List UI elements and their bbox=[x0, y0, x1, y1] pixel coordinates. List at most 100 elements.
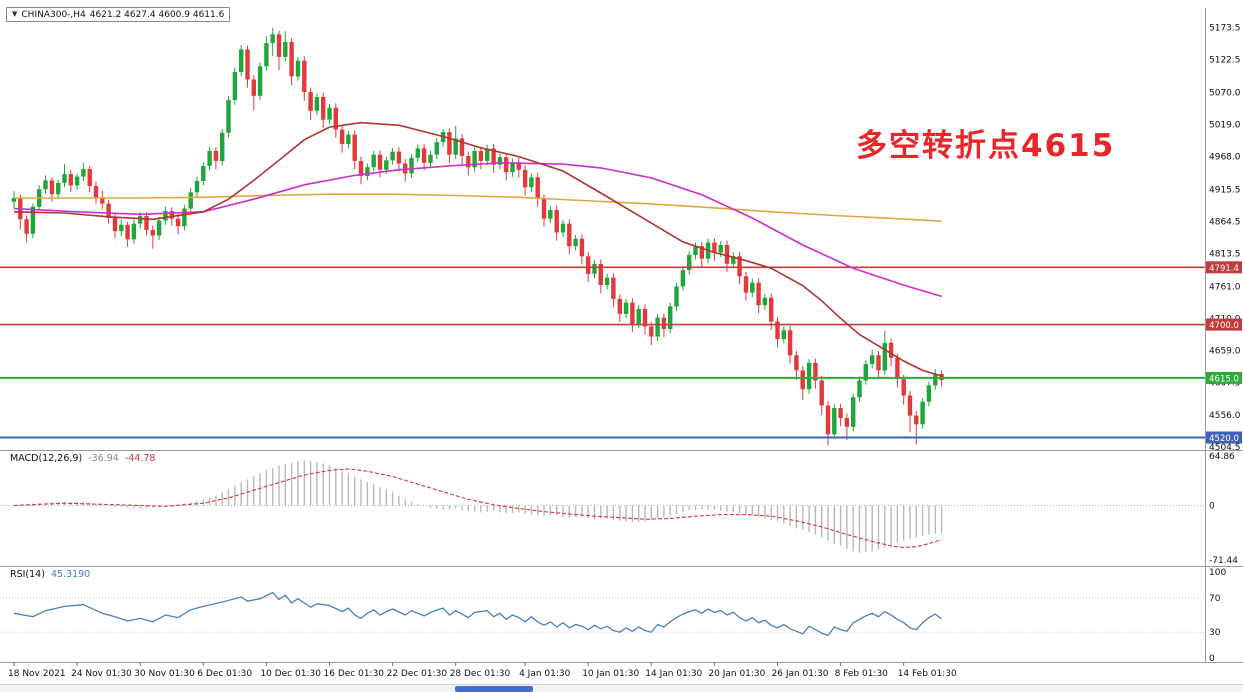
candle-body bbox=[321, 97, 326, 120]
candle-body bbox=[125, 224, 130, 240]
candle-body bbox=[674, 286, 679, 307]
candle-body bbox=[415, 148, 420, 158]
price-tick-label: 4915.5 bbox=[1209, 186, 1241, 196]
price-tick-label: 5122.5 bbox=[1209, 56, 1241, 66]
candle-body bbox=[762, 297, 768, 306]
time-tick-label: 26 Jan 01:30 bbox=[772, 669, 829, 679]
candle-body bbox=[907, 395, 913, 416]
panel-borders bbox=[0, 8, 1243, 663]
price-tag bbox=[1206, 431, 1242, 444]
candle-body bbox=[251, 79, 256, 96]
candle-body bbox=[87, 169, 92, 186]
chart-annotation: 多空转折点4615 bbox=[856, 128, 1116, 164]
candle-body bbox=[592, 263, 597, 274]
time-tick-label: 28 Dec 01:30 bbox=[450, 669, 511, 679]
candle-body bbox=[737, 256, 742, 277]
candle-body bbox=[213, 150, 219, 161]
candle-body bbox=[522, 169, 528, 188]
price-tick-label: 5070.0 bbox=[1209, 89, 1241, 99]
time-tick-label: 14 Feb 01:30 bbox=[898, 669, 957, 679]
candle-body bbox=[724, 245, 730, 264]
candle-body bbox=[245, 49, 250, 80]
candle-body bbox=[472, 150, 477, 168]
candle-body bbox=[813, 362, 818, 381]
time-axis: 18 Nov 2021 24 Nov 01:30 30 Nov 01:30 6 Dec… bbox=[8, 662, 957, 679]
rsi-tick-label: 0 bbox=[1209, 654, 1215, 664]
candle-body bbox=[226, 100, 231, 133]
ohlc-values: 4621.2 4627.4 4600.9 4611.6 bbox=[89, 9, 225, 20]
candle-body bbox=[926, 385, 932, 402]
horizontal-levels bbox=[0, 266, 1205, 439]
candle-body bbox=[535, 177, 540, 199]
candle-body bbox=[24, 219, 29, 234]
candle-body bbox=[403, 163, 408, 174]
price-tag-label: 4700.0 bbox=[1209, 321, 1239, 331]
candle-body bbox=[882, 342, 887, 371]
candle-body bbox=[239, 49, 244, 72]
rsi-tick-label: 70 bbox=[1209, 594, 1221, 604]
dropdown-arrow-icon[interactable]: ▼ bbox=[12, 10, 18, 18]
time-tick-label: 8 Feb 01:30 bbox=[835, 669, 889, 679]
candle-body bbox=[74, 176, 80, 186]
price-tick-label: 4813.5 bbox=[1209, 250, 1241, 260]
macd-tick-label: -71.44 bbox=[1209, 556, 1238, 566]
candle-body bbox=[220, 132, 225, 161]
candle-body bbox=[516, 162, 521, 170]
candle-body bbox=[825, 405, 831, 435]
rsi-value: 45.3190 bbox=[50, 569, 91, 580]
candle-body bbox=[901, 379, 906, 396]
candle-body bbox=[775, 321, 780, 340]
candle-body bbox=[188, 192, 193, 209]
candle-body bbox=[144, 216, 149, 230]
candle-body bbox=[421, 148, 427, 163]
candle-body bbox=[333, 107, 338, 130]
candle-body bbox=[327, 107, 332, 120]
candle-body bbox=[81, 169, 86, 177]
candle-body bbox=[611, 277, 616, 299]
candle-body bbox=[649, 326, 654, 337]
candle-body bbox=[598, 263, 603, 286]
rsi-line bbox=[13, 591, 942, 637]
candle-body bbox=[232, 71, 238, 101]
candle-body bbox=[655, 317, 660, 337]
rsi-tick-label: 30 bbox=[1209, 628, 1221, 638]
candle-body bbox=[365, 167, 370, 176]
candle-body bbox=[119, 224, 124, 232]
candle-body bbox=[428, 154, 433, 163]
symbol-label: CHINA300-,H4 bbox=[21, 9, 86, 20]
candle-body bbox=[756, 282, 761, 306]
candle-body bbox=[182, 208, 187, 227]
candle-body bbox=[169, 211, 174, 219]
horizontal-scrollbar[interactable] bbox=[0, 684, 1243, 692]
candle-body bbox=[302, 60, 307, 92]
candle-body bbox=[453, 138, 458, 155]
candle-body bbox=[838, 408, 843, 418]
scrollbar-thumb[interactable] bbox=[455, 686, 533, 692]
price-tag-label: 4520.0 bbox=[1209, 434, 1239, 444]
candle-body bbox=[863, 364, 868, 381]
candle-body bbox=[806, 362, 812, 390]
candle-body bbox=[548, 209, 553, 219]
candle-body bbox=[680, 270, 686, 287]
candle-body bbox=[384, 160, 389, 170]
candle-body bbox=[156, 220, 162, 236]
candle-body bbox=[567, 223, 572, 247]
candle-body bbox=[283, 41, 288, 57]
candle-body bbox=[447, 132, 452, 155]
candle-body bbox=[819, 380, 824, 406]
price-axis: 5173.5 5122.5 5070.0 5019.0 4968.0 4915.5 4864… bbox=[1206, 24, 1242, 453]
candle-body bbox=[112, 218, 118, 232]
candle-body bbox=[857, 380, 862, 398]
candle-body bbox=[264, 43, 269, 67]
candle-body bbox=[712, 242, 717, 253]
candle-body bbox=[787, 330, 793, 356]
time-tick-label: 24 Nov 01:30 bbox=[71, 669, 132, 679]
candle-body bbox=[876, 355, 881, 371]
price-tick-label: 4504.5 bbox=[1209, 443, 1241, 453]
time-tick-label: 6 Dec 01:30 bbox=[197, 669, 252, 679]
candle-body bbox=[11, 198, 17, 202]
candle-body bbox=[554, 209, 559, 233]
candle-body bbox=[504, 157, 509, 173]
candle-body bbox=[604, 277, 610, 286]
candle-body bbox=[510, 162, 515, 173]
